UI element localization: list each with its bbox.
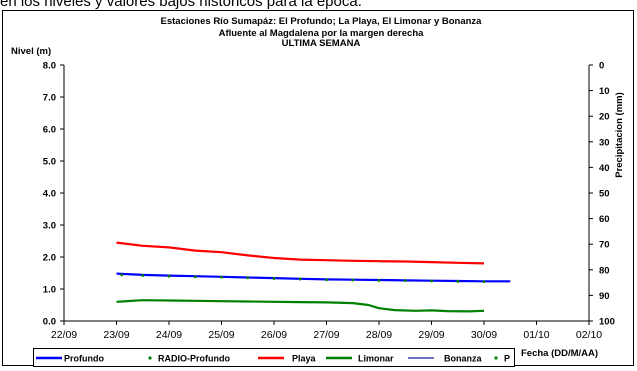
x-tick-label: 22/09	[51, 329, 77, 341]
series-point-radio-profundo	[377, 278, 381, 282]
x-tick-label: 28/09	[366, 329, 392, 341]
chart-title-line: Afluente al Magdalena por la margen dere…	[219, 28, 425, 39]
x-tick-label: 24/09	[156, 329, 182, 341]
legend-label-limonar: Limonar	[358, 354, 394, 364]
x-tick-label: 30/09	[471, 329, 497, 341]
series-point-radio-profundo	[403, 279, 407, 283]
x-tick-label: 27/09	[313, 329, 339, 341]
series-point-radio-profundo	[193, 275, 197, 279]
series-point-radio-profundo	[141, 274, 145, 277]
y-tick-label: 1.0	[43, 285, 56, 296]
legend-label-profundo: Profundo	[64, 354, 104, 364]
y2-tick-label: 70	[599, 240, 610, 251]
y2-tick-label: 10	[599, 86, 610, 97]
x-tick-label: 02/10	[576, 329, 602, 341]
series-line-profundo	[116, 272, 511, 283]
series-point-radio-profundo	[220, 275, 223, 279]
y2-tick-label: 40	[599, 163, 610, 174]
chart-frame: Estaciones Río Sumapáz: El Profundo; La …	[2, 10, 634, 367]
series-point-radio-profundo	[456, 279, 460, 283]
y-tick-label: 7.0	[43, 93, 56, 104]
series-point-radio-profundo	[120, 273, 124, 277]
chart-legend: Profundo RADIO-Profundo Playa Limonar Bonanz…	[33, 348, 515, 367]
x-axis-label: Fecha (DD/M/AA)	[521, 348, 598, 359]
y-tick-label: 4.0	[43, 189, 56, 200]
series-line-limonar	[116, 299, 485, 313]
y2-tick-label: 90	[599, 291, 610, 302]
y2-tick-label: 20	[599, 112, 610, 123]
series-point-radio-profundo	[298, 277, 302, 281]
y2-tick-label: 30	[599, 137, 610, 148]
series-point-radio-profundo	[482, 280, 486, 284]
series-point-radio-profundo	[167, 274, 171, 278]
legend-label-playa: Playa	[292, 354, 317, 364]
y-tick-label: 5.0	[43, 157, 56, 168]
y-tick-label: 3.0	[43, 221, 56, 232]
legend-label-bonanza: Bonanza	[444, 354, 482, 364]
y-tick-label: 8.0	[43, 61, 56, 72]
y-tick-label: 0.0	[43, 317, 56, 328]
y2-tick-label: 80	[599, 265, 610, 276]
y2-axis-label: Precipitacion (mm)	[614, 92, 625, 178]
series-point-radio-profundo	[325, 278, 328, 282]
x-tick-label: 01/10	[523, 329, 549, 341]
legend-swatch-radio-profundo	[148, 356, 152, 360]
y2-tick-label: 0	[599, 61, 604, 72]
series-point-radio-profundo	[246, 276, 250, 280]
chart-title-line: Estaciones Río Sumapáz: El Profundo; La …	[161, 16, 483, 27]
legend-label-radio-profundo: RADIO-Profundo	[158, 354, 230, 364]
legend-label-p: P	[504, 354, 510, 364]
series-point-radio-profundo	[430, 279, 433, 283]
x-tick-label: 23/09	[103, 329, 129, 341]
y2-tick-label: 50	[599, 189, 610, 200]
chart-title-line: ULTIMA SEMANA	[282, 38, 361, 49]
legend-swatch-p	[494, 356, 498, 360]
y-tick-label: 2.0	[43, 253, 56, 264]
series-point-radio-profundo	[272, 277, 276, 280]
level-chart: Estaciones Río Sumapáz: El Profundo; La …	[11, 16, 625, 359]
series-point-radio-profundo	[351, 278, 355, 282]
series-line-playa	[116, 241, 485, 265]
x-tick-label: 26/09	[261, 329, 287, 341]
y-axis-label: Nivel (m)	[11, 46, 51, 57]
x-tick-label: 29/09	[418, 329, 444, 341]
y2-tick-label: 100	[599, 317, 615, 328]
y2-tick-label: 60	[599, 214, 610, 225]
intro-text-fragment: en los niveles y valores bajos histórico…	[0, 0, 362, 10]
x-tick-label: 25/09	[208, 329, 234, 341]
y-tick-label: 6.0	[43, 125, 56, 136]
